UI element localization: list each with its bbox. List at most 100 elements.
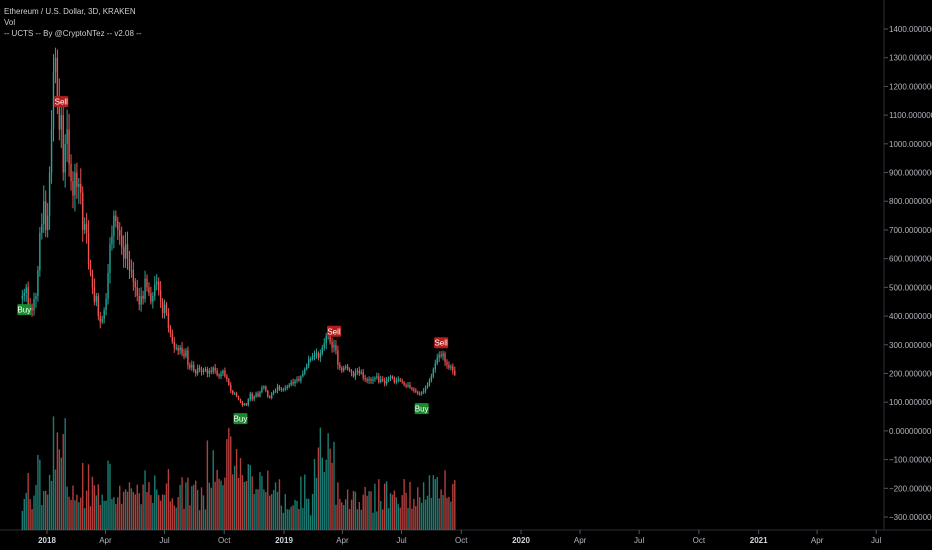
candle xyxy=(321,347,324,354)
candle xyxy=(387,377,390,380)
volume-bar xyxy=(339,498,341,530)
candle xyxy=(292,382,294,384)
candle xyxy=(60,115,62,130)
volume-bar xyxy=(274,482,277,530)
candle xyxy=(216,370,218,375)
candle xyxy=(309,359,312,361)
candle xyxy=(169,327,172,334)
volume-bar xyxy=(140,504,142,530)
candle xyxy=(366,379,368,381)
volume-bar xyxy=(159,500,162,530)
volume-bar xyxy=(124,489,127,530)
candle xyxy=(255,393,257,397)
volume-bar xyxy=(419,497,421,530)
candle xyxy=(235,393,238,397)
candle xyxy=(46,215,49,230)
volume-bar xyxy=(403,479,405,530)
volume-bar xyxy=(233,465,236,530)
volume-bar xyxy=(272,490,275,530)
candle xyxy=(202,370,205,373)
candle xyxy=(337,350,339,365)
price-tick-label: 400.00000000 xyxy=(889,312,932,321)
volume-bar xyxy=(181,477,183,530)
candle xyxy=(372,379,374,381)
candle xyxy=(265,386,267,391)
volume-bar xyxy=(101,494,103,530)
candle xyxy=(194,370,197,374)
candle xyxy=(411,387,413,390)
volume-indicator-label[interactable]: Vol xyxy=(4,18,16,27)
candle xyxy=(107,273,109,299)
candle xyxy=(241,402,244,406)
volume-bar xyxy=(356,509,359,530)
candle xyxy=(315,353,318,355)
candle xyxy=(401,380,403,383)
volume-bar xyxy=(350,499,353,530)
candle xyxy=(344,366,347,368)
candle xyxy=(356,370,359,373)
candle xyxy=(317,353,320,358)
candle xyxy=(282,389,285,391)
volume-bar xyxy=(430,497,433,530)
volume-bar xyxy=(282,512,285,530)
volume-bar xyxy=(302,507,304,530)
candle xyxy=(157,281,160,291)
candle xyxy=(346,366,349,370)
volume-bar xyxy=(280,505,283,530)
volume-bar xyxy=(360,509,362,530)
candle xyxy=(380,379,382,383)
volume-bar xyxy=(48,474,51,530)
volume-bar xyxy=(270,494,273,530)
candle xyxy=(56,57,59,101)
volume-bar xyxy=(177,497,179,530)
volume-bars xyxy=(21,416,456,530)
signal-label: Buy xyxy=(17,306,31,315)
price-tick-label: −300.00000000 xyxy=(889,513,932,522)
volume-bar xyxy=(136,484,138,530)
candle xyxy=(91,273,94,288)
candle xyxy=(350,370,353,374)
candle xyxy=(239,399,242,403)
candle xyxy=(454,370,456,375)
candle xyxy=(124,244,127,259)
volume-bar xyxy=(56,432,59,530)
volume-bar xyxy=(230,436,232,530)
candle xyxy=(288,384,290,387)
volume-bar xyxy=(337,482,339,530)
candle xyxy=(177,347,179,351)
volume-bar xyxy=(154,475,156,530)
candle xyxy=(171,333,174,342)
candle xyxy=(130,270,133,272)
candle xyxy=(72,181,74,196)
signal-badge xyxy=(233,413,248,425)
candle xyxy=(261,387,263,393)
volume-bar xyxy=(107,460,109,530)
volume-bar xyxy=(417,487,419,530)
candle xyxy=(442,353,444,357)
volume-bar xyxy=(200,487,203,530)
candle xyxy=(376,376,378,378)
volume-bar xyxy=(321,457,324,530)
volume-bar xyxy=(95,495,98,530)
candle xyxy=(89,264,92,273)
volume-bar xyxy=(381,509,384,530)
volume-bar xyxy=(358,501,361,530)
price-tick-label: 1000.00000000 xyxy=(889,140,932,149)
candle xyxy=(257,393,259,397)
buy-signal: Buy xyxy=(17,304,32,316)
ucts-indicator-label[interactable]: -- UCTS -- By @CryptoNTez -- v2.08 -- xyxy=(4,29,142,38)
candle xyxy=(132,270,135,282)
volume-bar xyxy=(194,480,197,530)
candle xyxy=(109,244,111,273)
candle xyxy=(200,369,203,373)
volume-bar xyxy=(245,481,248,530)
volume-bar xyxy=(93,485,96,530)
time-tick-label: Apr xyxy=(99,536,112,545)
volume-bar xyxy=(278,479,281,530)
candle xyxy=(208,370,211,374)
volume-bar xyxy=(424,499,427,530)
volume-bar xyxy=(261,476,263,530)
candle xyxy=(448,364,450,368)
candle xyxy=(206,369,209,374)
